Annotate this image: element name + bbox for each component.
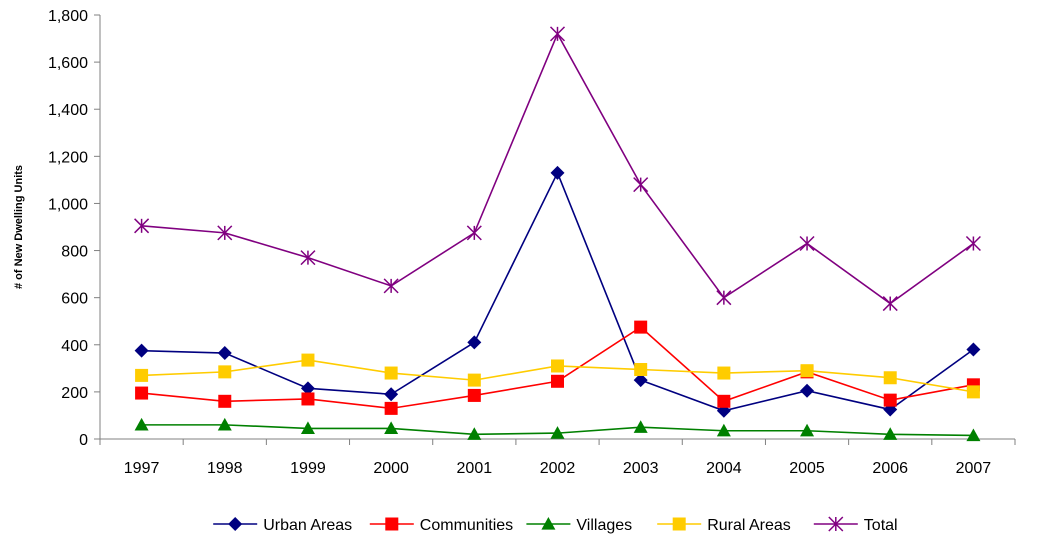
y-tick-label: 0 <box>79 432 88 449</box>
data-point-communities <box>551 374 564 388</box>
data-point-villages <box>966 428 981 442</box>
axes: 0 200 400 600 800 1,000 1,200 1,400 1,600 1,800 19… <box>13 8 1016 477</box>
data-point-communities <box>301 392 315 406</box>
x-tick-label: 2004 <box>706 460 742 477</box>
data-point-communities <box>467 388 481 402</box>
legend-marker <box>541 517 556 530</box>
data-point-communities <box>384 401 398 415</box>
legend-marker <box>228 517 243 531</box>
x-tick-label: 1998 <box>207 460 243 477</box>
data-point-villages <box>300 421 315 434</box>
data-point-villages <box>800 423 815 437</box>
data-point-total <box>882 296 898 312</box>
x-tick-label: 2006 <box>872 460 908 477</box>
data-point-villages <box>217 417 232 431</box>
data-point-urban-areas <box>217 346 232 361</box>
data-point-communities <box>634 320 648 334</box>
series-total <box>134 26 981 312</box>
x-tick-label: 2000 <box>373 460 409 477</box>
y-tick-label: 400 <box>61 338 88 355</box>
data-point-urban-areas <box>550 165 565 180</box>
series-rural-areas <box>135 353 980 399</box>
data-point-total <box>633 177 649 193</box>
x-tick-label: 1999 <box>290 460 326 477</box>
data-point-villages <box>883 427 898 440</box>
x-tick-label: 2005 <box>789 460 825 477</box>
legend-marker <box>385 517 399 531</box>
data-point-villages <box>384 421 399 434</box>
data-point-total <box>965 235 981 252</box>
data-point-urban-areas <box>134 343 149 358</box>
data-point-urban-areas <box>800 383 815 398</box>
y-tick-label: 600 <box>61 291 88 308</box>
legend-item-villages: Villages <box>526 517 632 534</box>
legend-label: Communities <box>420 517 513 534</box>
series-villages <box>134 417 981 442</box>
data-point-villages <box>716 423 731 437</box>
y-tick-label: 1,400 <box>48 102 88 119</box>
data-point-rural-areas <box>384 366 398 380</box>
data-point-rural-areas <box>717 366 731 380</box>
data-point-rural-areas <box>135 368 149 382</box>
y-tick-label: 800 <box>61 244 88 261</box>
data-point-rural-areas <box>634 363 648 377</box>
data-point-urban-areas <box>384 387 399 402</box>
data-point-rural-areas <box>883 371 897 385</box>
data-point-villages <box>467 427 482 440</box>
y-tick-label: 1,800 <box>48 8 88 25</box>
legend-label: Total <box>864 517 898 534</box>
data-point-rural-areas <box>218 365 232 379</box>
legend-marker <box>672 517 686 531</box>
data-point-total <box>466 225 482 241</box>
data-point-urban-areas <box>966 342 981 357</box>
data-point-total <box>217 225 233 241</box>
x-tick-label: 2003 <box>623 460 659 477</box>
legend: Urban Areas Communities Villages Rural Area… <box>213 516 898 534</box>
legend-item-rural-areas: Rural Areas <box>657 517 791 534</box>
legend-label: Rural Areas <box>707 517 791 534</box>
x-tick-label: 1997 <box>124 460 160 477</box>
data-point-rural-areas <box>966 385 980 399</box>
data-point-rural-areas <box>551 359 564 373</box>
data-point-communities <box>883 393 897 407</box>
data-point-total <box>799 235 815 252</box>
data-point-total <box>549 26 566 42</box>
legend-item-communities: Communities <box>369 517 513 534</box>
data-point-total <box>716 290 732 306</box>
legend-item-urban-areas: Urban Areas <box>213 517 352 534</box>
y-tick-label: 1,600 <box>48 55 88 72</box>
y-tick-label: 1,200 <box>48 149 88 166</box>
series-communities <box>135 320 980 415</box>
legend-label: Urban Areas <box>263 517 352 534</box>
data-point-villages <box>134 417 149 431</box>
data-point-total <box>383 278 399 294</box>
y-tick-label: 200 <box>61 385 88 402</box>
data-point-urban-areas <box>300 381 315 396</box>
y-axis-title: # of New Dwelling Units <box>13 165 25 289</box>
data-point-rural-areas <box>301 353 315 367</box>
data-point-total <box>300 250 316 266</box>
legend-item-total: Total <box>813 516 898 534</box>
x-tick-label: 2007 <box>956 460 992 477</box>
data-point-villages <box>550 426 565 439</box>
data-point-communities <box>135 386 149 400</box>
legend-label: Villages <box>576 517 632 534</box>
x-tick-label: 2002 <box>540 460 576 477</box>
series-layer <box>134 26 981 442</box>
y-tick-label: 1,000 <box>48 196 88 213</box>
data-point-urban-areas <box>633 373 648 388</box>
data-point-rural-areas <box>800 364 814 378</box>
data-point-urban-areas <box>467 335 482 350</box>
data-point-communities <box>218 394 232 408</box>
data-point-total <box>134 218 150 234</box>
legend-marker <box>828 516 844 532</box>
x-tick-label: 2001 <box>457 460 493 477</box>
data-point-rural-areas <box>467 373 481 387</box>
data-point-communities <box>717 394 731 408</box>
data-point-villages <box>633 420 648 433</box>
